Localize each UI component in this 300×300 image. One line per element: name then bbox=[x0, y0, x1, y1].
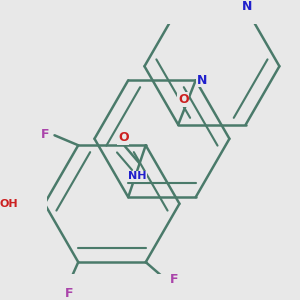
Text: N: N bbox=[242, 0, 252, 13]
Text: NH: NH bbox=[128, 171, 147, 181]
Text: O: O bbox=[178, 93, 188, 106]
Text: OH: OH bbox=[0, 199, 18, 209]
Text: F: F bbox=[41, 128, 49, 140]
Text: F: F bbox=[64, 287, 73, 300]
Text: N: N bbox=[197, 74, 207, 87]
Text: O: O bbox=[118, 131, 129, 144]
Text: F: F bbox=[170, 273, 178, 286]
